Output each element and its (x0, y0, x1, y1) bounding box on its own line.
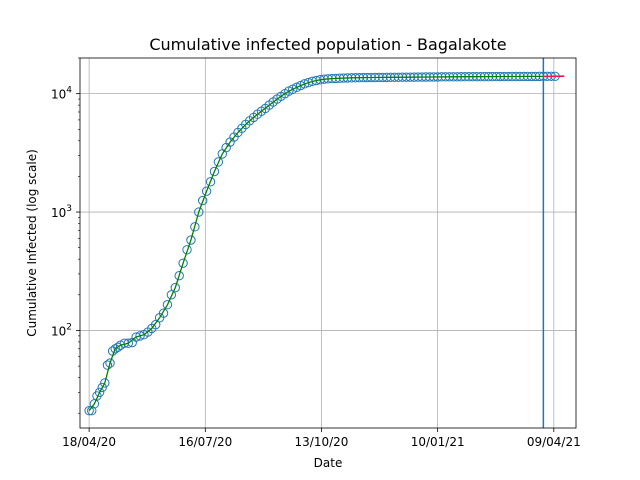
data-point (194, 207, 204, 217)
fitted-curve-line (88, 75, 544, 412)
data-point (123, 338, 133, 348)
y-tick-label: 104 (51, 86, 72, 102)
y-tick-label: 103 (51, 204, 72, 220)
data-point (102, 360, 113, 370)
data-point (151, 319, 161, 330)
data-point (113, 342, 123, 353)
plot-frame (79, 57, 577, 429)
data-point (100, 378, 110, 388)
x-tick-label: 09/04/21 (527, 435, 581, 449)
data-point (166, 290, 177, 300)
data-point (84, 405, 94, 416)
x-axis-label: Date (314, 456, 343, 470)
data-point (162, 299, 173, 310)
data-point (158, 308, 169, 318)
data-point (182, 245, 192, 255)
data-point (213, 157, 224, 167)
x-tick-label: 13/10/20 (295, 435, 349, 449)
data-point (110, 344, 120, 354)
data-point (186, 235, 196, 245)
tick-layer: 18/04/20 16/07/20 13/10/20 10/01/21 09/04/21… (51, 57, 581, 449)
data-point (205, 177, 216, 187)
x-tick-label: 10/01/21 (411, 435, 465, 449)
x-tick-label: 18/04/20 (62, 435, 116, 449)
grid-layer (80, 58, 576, 428)
data-point (94, 387, 105, 398)
data-point (174, 270, 184, 281)
y-axis-label: Cumulative Infected (log scale) (25, 149, 39, 337)
data-point (105, 358, 115, 368)
data-point (190, 222, 200, 232)
data-point (197, 195, 208, 206)
x-tick-label: 16/07/20 (178, 435, 232, 449)
data-point (201, 186, 212, 196)
data-point (209, 166, 220, 177)
chart-title: Cumulative infected population - Bagalak… (149, 35, 506, 54)
data-point (97, 382, 107, 393)
data-point (178, 258, 188, 268)
data-point (170, 282, 180, 293)
data-point (135, 331, 145, 341)
y-tick-label: 102 (51, 322, 72, 338)
data-layer (84, 71, 565, 416)
